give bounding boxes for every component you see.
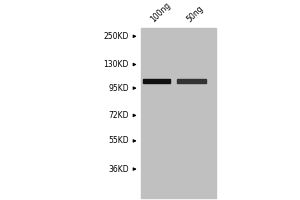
- Text: 36KD: 36KD: [108, 165, 129, 174]
- Bar: [177, 79, 206, 83]
- Bar: [141, 28, 216, 198]
- Text: 95KD: 95KD: [108, 84, 129, 93]
- Text: 72KD: 72KD: [109, 111, 129, 120]
- Text: 100ng: 100ng: [148, 1, 172, 24]
- Text: 130KD: 130KD: [103, 60, 129, 69]
- Text: 250KD: 250KD: [103, 32, 129, 41]
- Text: 55KD: 55KD: [108, 136, 129, 145]
- Text: 50ng: 50ng: [184, 4, 205, 24]
- Bar: [142, 79, 170, 83]
